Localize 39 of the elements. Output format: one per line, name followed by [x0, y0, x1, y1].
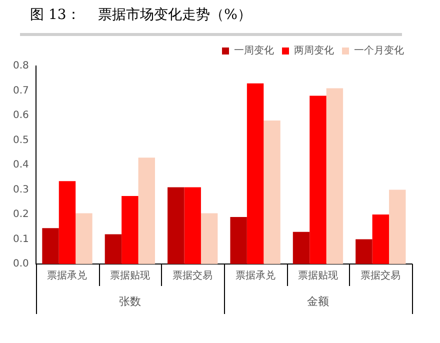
text: 张数: [118, 294, 141, 308]
legend-label: 两周变化: [294, 44, 334, 57]
bar: [372, 214, 390, 264]
y-tick-label: 0.4: [12, 160, 29, 171]
x-tick-label: 票据承兑: [235, 270, 276, 282]
x-tick-label: 票据交易: [360, 270, 401, 282]
bar: [326, 88, 344, 264]
bar: [246, 83, 264, 264]
text: 金额: [306, 294, 329, 308]
x-tick-label: 票据承兑: [47, 270, 88, 282]
x-tick-label: 票据贴现: [298, 270, 338, 282]
bar: [200, 213, 218, 264]
bar: [230, 216, 247, 264]
x-tick-label: 票据贴现: [110, 270, 150, 282]
legend-label: 一周变化: [234, 44, 274, 57]
y-tick-label: 0.7: [12, 85, 29, 96]
y-tick-label: 0.2: [12, 209, 29, 220]
bar: [104, 234, 122, 264]
y-tick-label: 0.8: [12, 60, 29, 72]
chart-title: 图 13： 票据市场变化走势（%）: [30, 6, 252, 24]
bar: [184, 187, 201, 264]
bar: [138, 158, 155, 264]
y-tick-label: 0.0: [12, 258, 29, 270]
bar: [310, 96, 326, 264]
x-tick-label: 票据交易: [172, 270, 213, 282]
y-tick-label: 0.6: [12, 110, 29, 122]
bar: [356, 239, 372, 264]
y-tick-label: 0.1: [12, 234, 29, 245]
bar: [58, 181, 76, 264]
bar: [168, 187, 184, 264]
bar: [122, 196, 138, 264]
y-tick-label: 0.5: [12, 134, 29, 146]
legend-label: 一个月变化: [354, 44, 404, 57]
y-tick-label: 0.3: [12, 184, 29, 196]
bar: [389, 190, 406, 264]
bar: [264, 120, 280, 264]
bar: [76, 213, 92, 264]
bar: [42, 228, 59, 264]
bar: [292, 232, 310, 264]
